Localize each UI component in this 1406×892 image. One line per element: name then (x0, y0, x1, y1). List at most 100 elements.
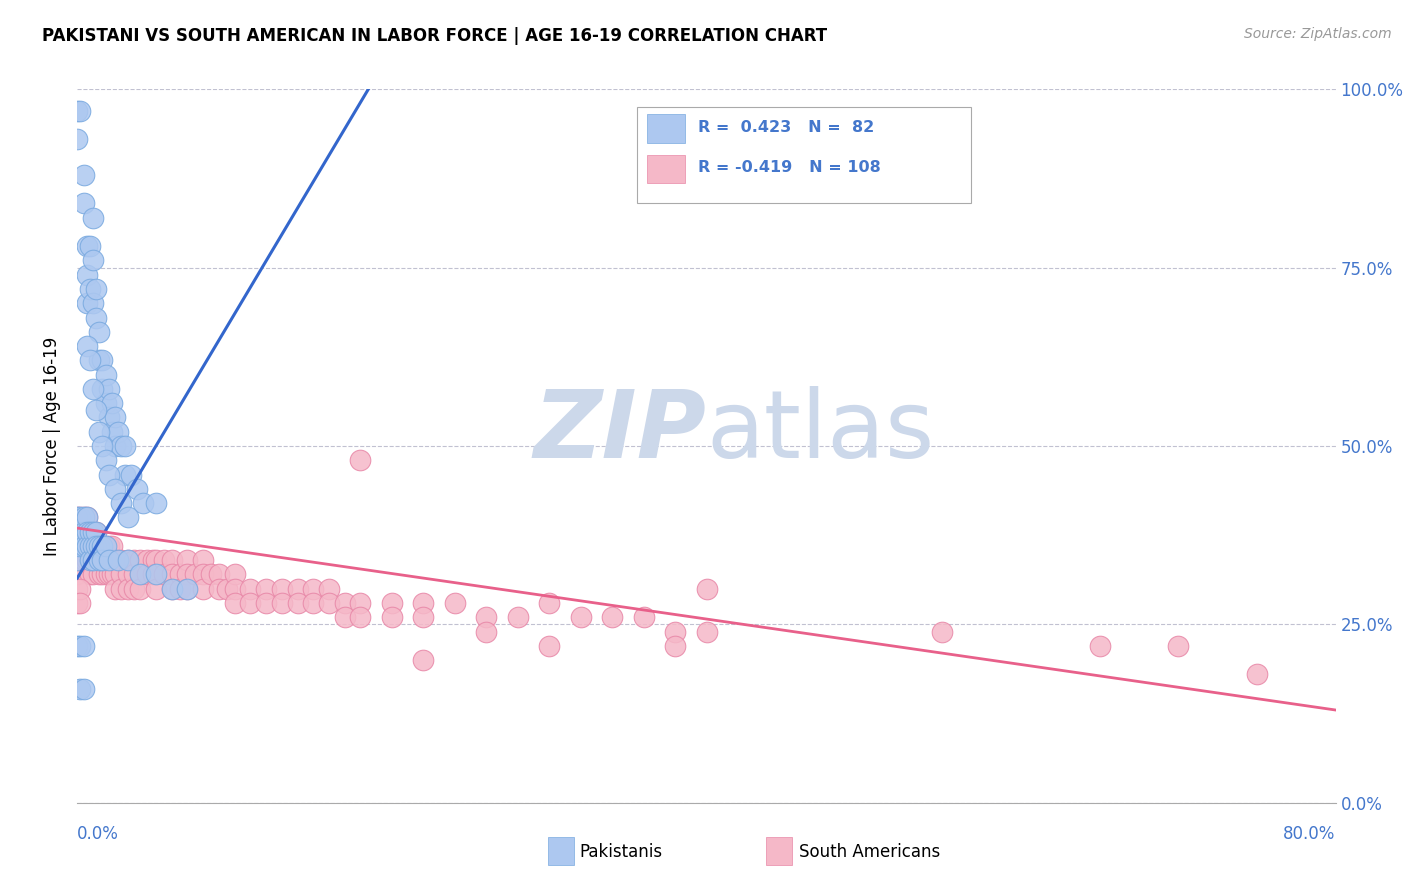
Point (82, 382, 104, 396)
Point (66, 510, 89, 524)
Point (97, 553, 120, 567)
Point (72, 539, 94, 553)
Point (145, 567, 167, 582)
Point (66, 567, 89, 582)
Point (208, 567, 231, 582)
Point (84, 539, 107, 553)
Point (84, 403, 107, 417)
Point (254, 596, 277, 610)
Point (66, 553, 89, 567)
Point (381, 610, 404, 624)
Point (72, 524, 94, 539)
Point (84, 524, 107, 539)
Point (79, 567, 101, 582)
Point (696, 624, 718, 639)
Point (66, 524, 89, 539)
Text: 0.0%: 0.0% (77, 825, 120, 843)
Point (76, 524, 98, 539)
Point (191, 553, 215, 567)
Text: atlas: atlas (707, 385, 935, 478)
Point (79, 539, 101, 553)
Point (110, 553, 132, 567)
Text: Source: ZipAtlas.com: Source: ZipAtlas.com (1244, 27, 1392, 41)
Point (76, 524, 98, 539)
Point (104, 553, 127, 567)
Point (89, 353, 111, 368)
Point (153, 553, 176, 567)
Point (66, 524, 89, 539)
Point (97, 467, 120, 482)
Point (66, 103, 89, 118)
Point (84, 524, 107, 539)
Point (191, 567, 215, 582)
Point (191, 582, 215, 596)
Point (208, 582, 231, 596)
Point (82, 296, 104, 310)
Point (145, 553, 167, 567)
Point (91, 539, 114, 553)
Point (79, 239, 101, 253)
Point (1088, 639, 1111, 653)
Point (91, 553, 114, 567)
Point (91, 353, 114, 368)
Point (69, 524, 91, 539)
Point (69, 103, 91, 118)
Point (664, 624, 686, 639)
Text: R =  0.423   N =  82: R = 0.423 N = 82 (697, 120, 875, 135)
Point (153, 567, 176, 582)
Point (91, 567, 114, 582)
FancyBboxPatch shape (647, 114, 685, 143)
Point (82, 524, 104, 539)
Point (101, 553, 124, 567)
Point (91, 553, 114, 567)
Point (107, 425, 129, 439)
Point (76, 510, 98, 524)
Point (72, 510, 94, 524)
Point (89, 425, 111, 439)
Point (538, 639, 561, 653)
Point (72, 510, 94, 524)
Point (412, 596, 434, 610)
Point (122, 553, 145, 567)
Point (270, 582, 292, 596)
Point (79, 282, 101, 296)
Point (97, 539, 120, 553)
Point (79, 353, 101, 368)
Point (69, 510, 91, 524)
Point (569, 610, 592, 624)
Point (94, 539, 117, 553)
Point (117, 553, 139, 567)
Point (664, 639, 686, 653)
Point (76, 510, 98, 524)
Point (176, 582, 198, 596)
Point (117, 567, 139, 582)
Point (200, 567, 222, 582)
Text: R = -0.419   N = 108: R = -0.419 N = 108 (697, 161, 880, 175)
Point (101, 539, 124, 553)
Point (132, 496, 155, 510)
Point (633, 610, 655, 624)
Point (94, 567, 117, 582)
Point (538, 596, 561, 610)
Point (104, 410, 127, 425)
Point (381, 596, 404, 610)
Point (239, 596, 262, 610)
Point (82, 211, 104, 225)
Point (349, 610, 371, 624)
Point (104, 439, 127, 453)
Point (412, 610, 434, 624)
Point (215, 582, 238, 596)
Point (475, 624, 498, 639)
Point (110, 567, 132, 582)
Point (94, 396, 117, 410)
Point (1167, 639, 1189, 653)
Text: South Americans: South Americans (799, 843, 939, 861)
Point (129, 553, 152, 567)
Point (104, 482, 127, 496)
Point (94, 539, 117, 553)
Point (120, 467, 142, 482)
Point (91, 539, 114, 553)
Point (79, 539, 101, 553)
Point (97, 553, 120, 567)
Point (82, 567, 104, 582)
